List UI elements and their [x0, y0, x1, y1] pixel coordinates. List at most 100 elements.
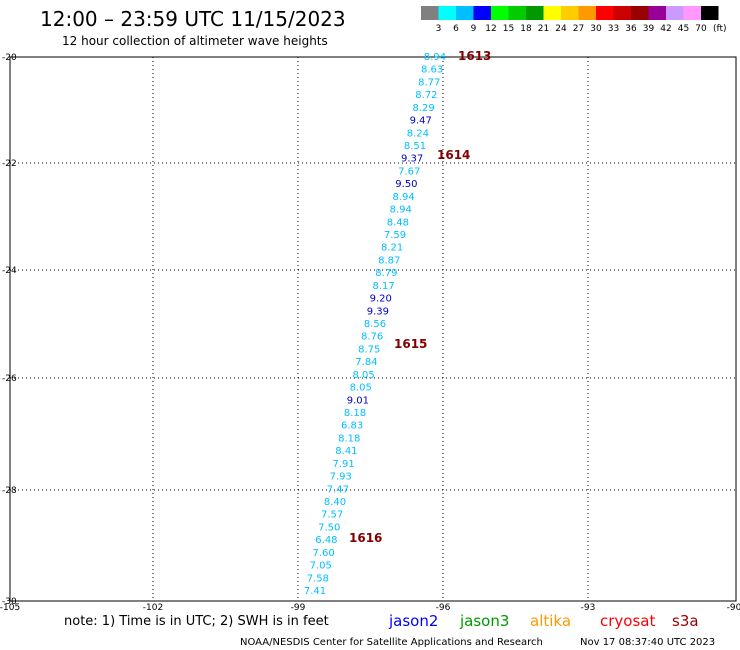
longitude-label: -90 — [727, 603, 740, 613]
pass-time-label: 1616 — [349, 531, 382, 545]
wave-height-value: 7.57 — [321, 510, 343, 521]
latitude-label: -22 — [2, 159, 17, 169]
satellite-name: cryosat — [600, 612, 655, 630]
wave-height-value: 8.18 — [344, 408, 366, 419]
wave-height-value: 7.60 — [312, 548, 334, 559]
wave-height-value: 8.18 — [338, 433, 360, 444]
pass-time-label: 1614 — [437, 148, 470, 162]
satellite-name: jason3 — [459, 612, 509, 630]
wave-height-value: 8.05 — [352, 370, 374, 381]
pass-time-label: 1613 — [458, 49, 491, 63]
legend-swatch — [578, 6, 596, 20]
wave-height-value: 7.84 — [355, 357, 377, 368]
wave-height-value: 7.93 — [330, 472, 352, 483]
legend-label: 45 — [678, 24, 689, 34]
map-frame — [9, 56, 737, 602]
legend-label: 18 — [520, 24, 532, 34]
wave-height-value: 9.37 — [401, 154, 423, 165]
satellite-legend: jason2 jason3 altika cryosat s3a — [388, 612, 699, 630]
legend-swatch — [438, 6, 456, 20]
legend-label: 24 — [555, 24, 567, 34]
legend-swatch — [491, 6, 509, 20]
legend-swatch — [561, 6, 579, 20]
wave-height-value: 7.47 — [327, 484, 349, 495]
legend-label: 30 — [590, 24, 602, 34]
wave-height-value: 9.50 — [395, 179, 417, 190]
pass-time-label: 1615 — [394, 337, 427, 351]
longitude-label: -93 — [581, 603, 596, 613]
map-grid — [10, 57, 736, 601]
wave-height-value: 8.48 — [387, 217, 409, 228]
wave-height-value: 8.17 — [372, 281, 394, 292]
wave-height-value: 9.01 — [347, 395, 369, 406]
wave-height-value: 8.29 — [412, 103, 434, 114]
legend-label: 70 — [695, 24, 707, 34]
wave-height-value: 8.94 — [392, 192, 414, 203]
wave-height-value: 8.41 — [335, 446, 357, 457]
legend-swatch — [456, 6, 474, 20]
wave-height-value: 9.39 — [367, 306, 389, 317]
color-legend: 3 6 9 12 15 18 21 24 27 30 33 36 39 42 45 70 — [421, 6, 719, 34]
wave-height-value: 8.56 — [364, 319, 386, 330]
latitude-labels: -20 -22 -24 -26 -28 -30 — [2, 53, 17, 607]
wave-height-value: 7.67 — [398, 166, 420, 177]
latitude-label: -28 — [2, 486, 17, 496]
wave-height-value: 8.21 — [381, 243, 403, 254]
legend-swatch — [543, 6, 561, 20]
latitude-label: -20 — [2, 53, 17, 63]
page-subtitle: 12 hour collection of altimeter wave hei… — [62, 34, 328, 48]
wave-height-value: 8.94 — [424, 52, 446, 63]
pass-time-labels: 1613 1614 1615 1616 — [349, 49, 491, 545]
legend-swatch — [508, 6, 526, 20]
wave-height-value: 8.77 — [418, 77, 440, 88]
legend-label: 21 — [538, 24, 549, 34]
legend-swatch — [473, 6, 491, 20]
wave-height-value: 8.40 — [324, 497, 346, 508]
wave-height-value: 8.24 — [407, 128, 429, 139]
longitude-label: -99 — [291, 603, 306, 613]
wave-height-value: 8.72 — [415, 90, 437, 101]
legend-label: 6 — [453, 24, 459, 34]
longitude-label: -102 — [143, 603, 163, 613]
legend-unit-label: (ft) — [713, 24, 727, 34]
legend-label: 39 — [643, 24, 655, 34]
legend-swatch — [631, 6, 649, 20]
wave-height-value: 7.41 — [304, 586, 326, 597]
legend-swatch — [596, 6, 614, 20]
legend-swatch — [613, 6, 631, 20]
latitude-label: -30 — [2, 597, 17, 607]
wave-height-value: 8.75 — [358, 344, 380, 355]
legend-label: 9 — [471, 24, 477, 34]
legend-label: 15 — [503, 24, 514, 34]
satellite-name: altika — [530, 612, 571, 630]
footer-timestamp: Nov 17 08:37:40 UTC 2023 — [580, 637, 715, 648]
wave-height-value: 8.51 — [404, 141, 426, 152]
legend-swatch — [683, 6, 701, 20]
wave-height-value: 9.47 — [410, 116, 432, 127]
legend-label: 42 — [660, 24, 671, 34]
legend-swatch — [421, 6, 439, 20]
wave-height-value: 7.05 — [310, 561, 332, 572]
wave-height-value: 8.87 — [378, 255, 400, 266]
longitude-label: -96 — [436, 603, 451, 613]
longitude-label: -105 — [0, 603, 20, 613]
longitude-labels: -105 -102 -99 -96 -93 -90 — [0, 603, 740, 613]
wave-height-value: 8.63 — [421, 65, 443, 76]
legend-swatch — [666, 6, 684, 20]
wave-height-value: 7.50 — [318, 522, 340, 533]
legend-label: 12 — [485, 24, 496, 34]
wave-height-value: 8.05 — [350, 383, 372, 394]
latitude-label: -26 — [2, 374, 17, 384]
legend-label: 33 — [608, 24, 619, 34]
footer-note: note: 1) Time is in UTC; 2) SWH is in fe… — [64, 614, 329, 629]
footer-credit: NOAA/NESDIS Center for Satellite Applica… — [240, 637, 543, 648]
wave-height-value: 8.94 — [390, 205, 412, 216]
wave-height-value: 8.79 — [375, 268, 397, 279]
wave-height-value: 6.83 — [341, 421, 363, 432]
wave-height-readings: 8.94 8.638.77 8.72 8.29 9.478.24 8.51 9.377.67… — [304, 52, 446, 597]
wave-height-value: 7.59 — [384, 230, 406, 241]
wave-height-value: 6.48 — [315, 535, 337, 546]
page-title: 12:00 – 23:59 UTC 11/15/2023 — [40, 7, 346, 31]
wave-height-value: 7.91 — [332, 459, 354, 470]
